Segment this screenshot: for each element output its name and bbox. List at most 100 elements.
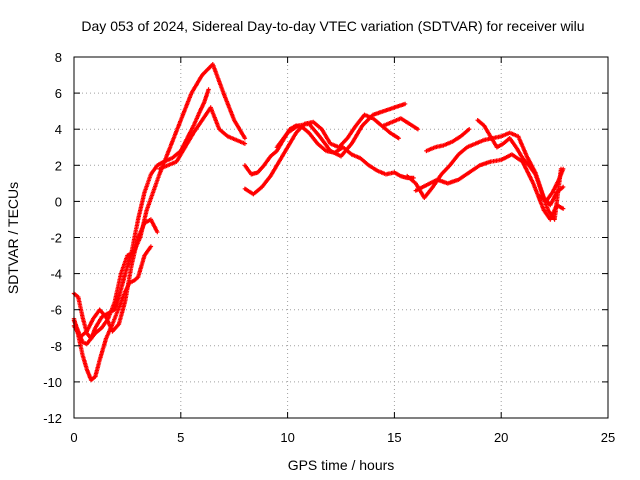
data-series [274,101,408,159]
data-series [424,127,472,154]
data-point-segment [93,326,103,336]
data-point-segment [80,352,89,370]
data-point-segment [543,191,554,204]
data-point-segment [424,178,438,188]
data-point-segment [93,359,102,379]
data-point [402,101,408,107]
data-point-segment [526,163,537,176]
data-point-segment [349,124,364,146]
data-point-segment [191,119,204,135]
y-tick-label: 2 [55,158,62,173]
data-point-segment [142,218,152,226]
data-point-segment [439,164,452,177]
data-point-segment [407,121,419,131]
data-point-segment [514,145,524,159]
axis-ticks: 0 5 10 15 20 25 -12 -10 -8 -6 -4 -2 0 2 4 6 8 [43,50,615,445]
data-point-segment [317,134,332,152]
data-point [560,166,566,172]
data-point-segment [116,272,128,300]
data-point [560,184,566,190]
data-point-segment [174,146,187,164]
data-point [415,127,421,132]
data-point-segment [167,119,183,150]
data-point-segment [148,164,159,177]
data-point-segment [84,337,93,347]
data-series [71,217,160,339]
data-point [560,206,566,211]
data-point-segment [336,137,349,150]
data-point-segment [103,314,114,333]
data-point [242,141,248,146]
data-point-segment [178,92,194,123]
y-tick-label: -8 [50,339,62,354]
data-point-segment [306,130,319,145]
data-point-segment [481,123,492,138]
data-point-segment [76,294,85,318]
data-point-segment [150,173,162,195]
data-point-segment [97,307,108,319]
data-point-segment [550,178,561,195]
y-tick-label: -2 [50,231,62,246]
data-point-segment [315,141,327,152]
data-series [537,166,566,204]
data-point-segment [285,124,300,135]
data-point-segment [494,142,505,150]
data-point-segment [251,185,263,197]
data-point-segment [84,317,95,334]
data-point-segment [78,330,88,339]
data-point-segment [131,275,140,283]
data-point-segment [509,152,524,164]
data-points [71,62,566,383]
data-point-segment [285,131,298,150]
y-tick-label: 8 [55,50,62,65]
data-point-segment [189,74,204,96]
data-point-segment [135,222,146,240]
chart-title: Day 053 of 2024, Sidereal Day-to-day VTE… [81,18,584,34]
data-point [148,244,154,249]
data-point-segment [353,113,366,128]
data-point-segment [116,290,127,311]
y-tick-label: -10 [43,375,62,390]
data-point-segment [306,121,321,138]
data-point-segment [80,340,88,346]
data-point-segment [182,131,195,150]
x-tick-label: 15 [387,430,401,445]
x-tick-label: 10 [280,430,294,445]
data-point-segment [360,113,375,128]
data-point-segment [520,155,531,167]
data-point-segment [520,159,535,185]
y-tick-label: 4 [55,122,62,137]
data-point-segment [261,155,272,168]
data-point-segment [234,137,246,146]
data-point-segment [338,142,353,159]
data-point-segment [200,63,214,78]
data-point-segment [129,236,140,267]
data-point-segment [458,128,471,139]
data-point-segment [422,186,435,200]
x-axis-label: GPS time / hours [288,457,395,473]
data-point-segment [366,163,379,173]
data-point-segment [123,263,134,303]
data-point-segment [328,141,340,149]
data-point-segment [242,186,255,196]
data-point-segment [533,172,544,194]
y-tick-label: -12 [43,411,62,426]
data-point-segment [221,90,236,121]
y-tick-label: -6 [50,303,62,318]
data-point-segment [259,175,272,190]
data-point-segment [276,146,289,164]
data-point-segment [447,153,460,168]
data-point-segment [88,332,97,341]
data-point-segment [516,134,529,158]
data-point-segment [507,136,518,149]
data-series [242,112,401,197]
grid [74,57,608,418]
data-point-segment [170,149,182,161]
data-series [413,152,566,222]
data-point-segment [274,131,289,150]
x-tick-label: 25 [601,430,615,445]
data-point-segment [97,337,108,363]
data-point-segment [144,191,155,213]
